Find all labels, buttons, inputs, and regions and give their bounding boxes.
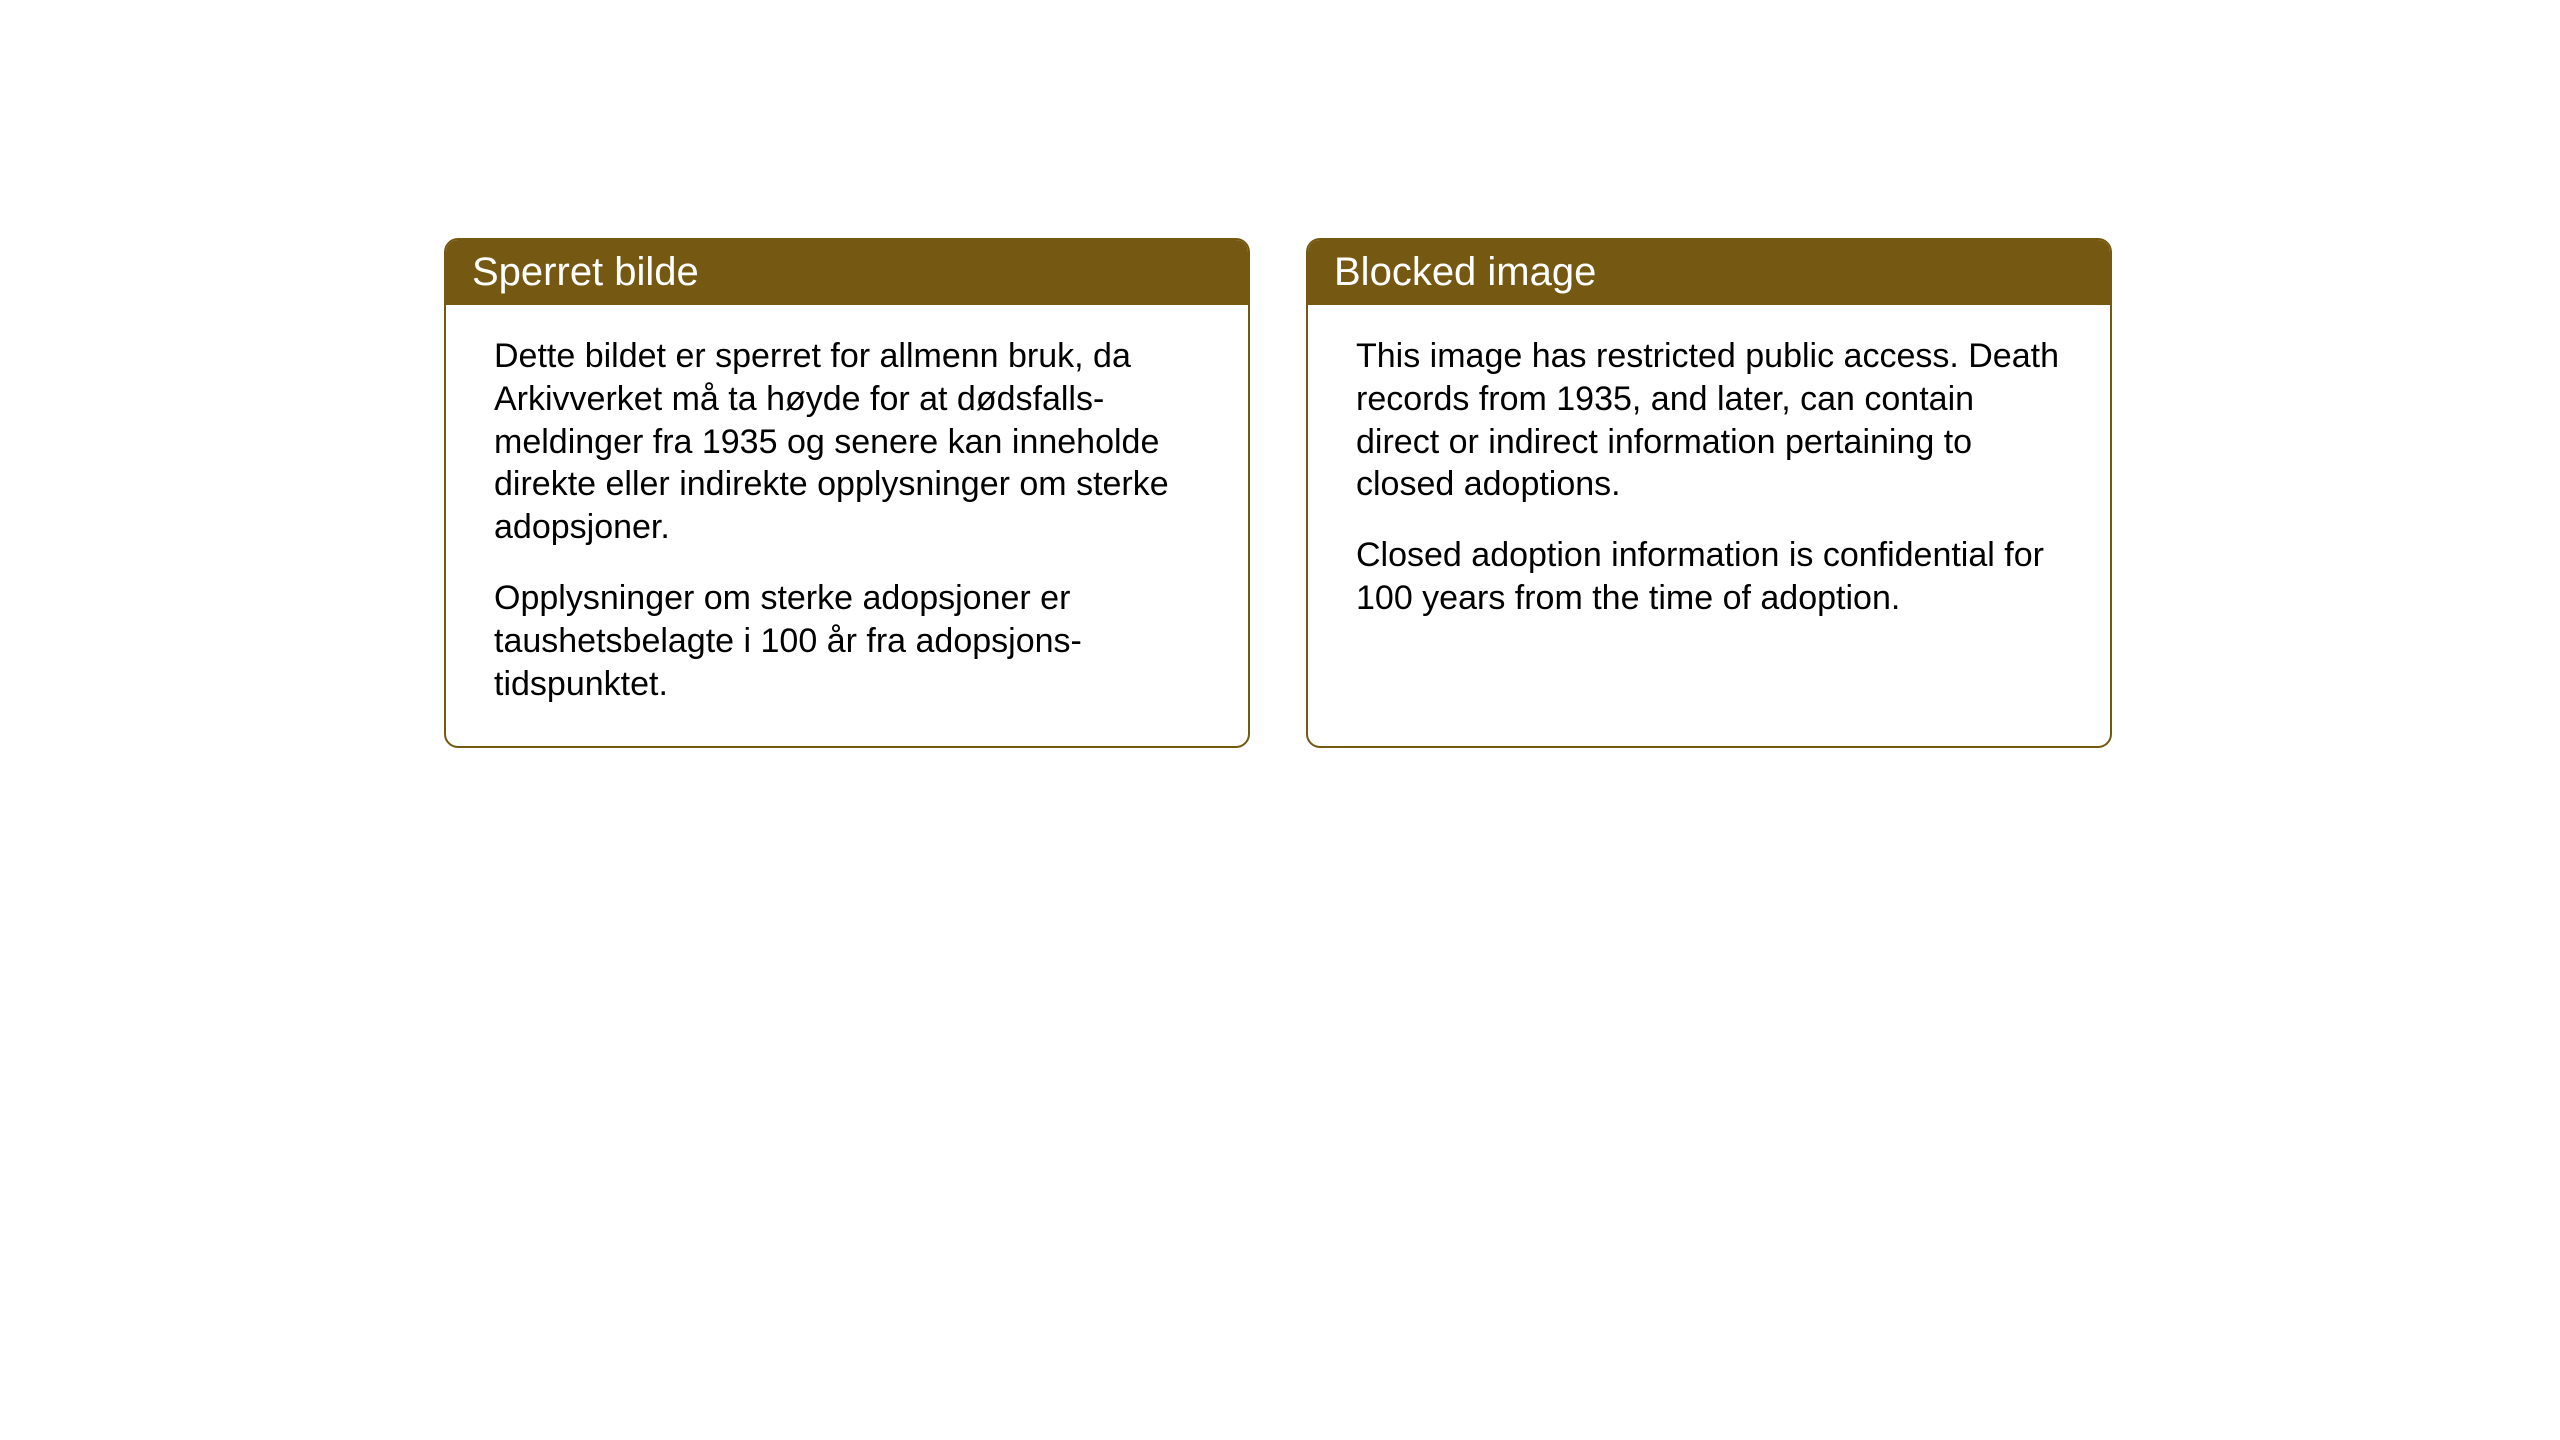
english-paragraph-2: Closed adoption information is confident…	[1356, 534, 2062, 620]
cards-container: Sperret bilde Dette bildet er sperret fo…	[444, 238, 2112, 748]
english-paragraph-1: This image has restricted public access.…	[1356, 335, 2062, 506]
english-card-body: This image has restricted public access.…	[1308, 305, 2110, 660]
norwegian-card-body: Dette bildet er sperret for allmenn bruk…	[446, 305, 1248, 746]
norwegian-paragraph-1: Dette bildet er sperret for allmenn bruk…	[494, 335, 1200, 549]
english-card-title: Blocked image	[1334, 250, 1596, 294]
norwegian-card: Sperret bilde Dette bildet er sperret fo…	[444, 238, 1250, 748]
norwegian-card-title: Sperret bilde	[472, 250, 699, 294]
norwegian-paragraph-2: Opplysninger om sterke adopsjoner er tau…	[494, 577, 1200, 705]
norwegian-card-header: Sperret bilde	[446, 240, 1248, 305]
english-card-header: Blocked image	[1308, 240, 2110, 305]
english-card: Blocked image This image has restricted …	[1306, 238, 2112, 748]
